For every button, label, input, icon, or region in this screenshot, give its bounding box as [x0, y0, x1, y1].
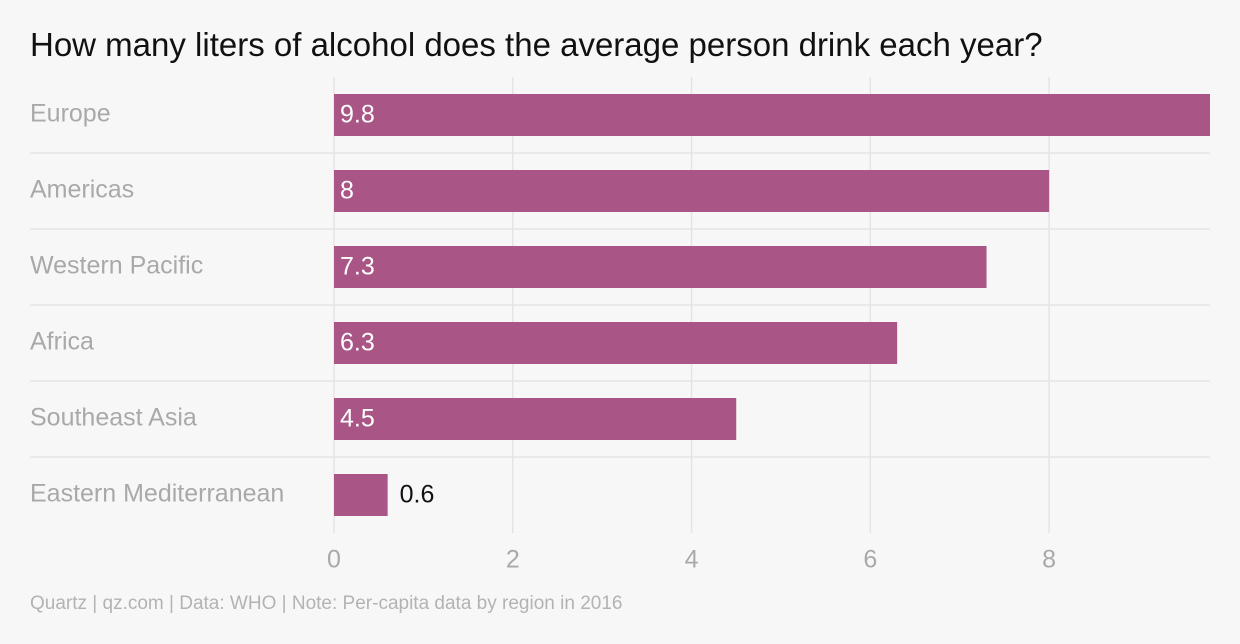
- data-label: 9.8: [340, 101, 375, 129]
- category-label: Europe: [30, 100, 111, 128]
- x-tick-label: 8: [1042, 546, 1056, 574]
- x-tick-label: 0: [327, 546, 341, 574]
- data-label: 7.3: [340, 253, 375, 281]
- category-label: Southeast Asia: [30, 404, 197, 432]
- data-label: 4.5: [340, 405, 375, 433]
- data-label: 8: [340, 177, 354, 205]
- category-label: Africa: [30, 328, 94, 356]
- x-tick-label: 6: [863, 546, 877, 574]
- bar: [334, 170, 1050, 212]
- bar: [334, 474, 388, 516]
- bar: [334, 398, 737, 440]
- bar-chart: Europe 9.8 Americas 8 Western Pacific 7.3 Afri…: [30, 77, 1210, 574]
- category-label: Eastern Mediterranean: [30, 480, 284, 508]
- bar: [334, 322, 898, 364]
- bar: [334, 94, 1210, 136]
- chart-title: How many liters of alcohol does the aver…: [30, 26, 1043, 63]
- category-label: Western Pacific: [30, 252, 203, 280]
- data-label: 0.6: [400, 481, 435, 509]
- bar: [334, 246, 987, 288]
- data-label: 6.3: [340, 329, 375, 357]
- x-tick-label: 4: [685, 546, 699, 574]
- chart-source-note: Quartz | qz.com | Data: WHO | Note: Per-…: [30, 593, 623, 614]
- category-label: Americas: [30, 176, 134, 204]
- x-tick-label: 2: [506, 546, 520, 574]
